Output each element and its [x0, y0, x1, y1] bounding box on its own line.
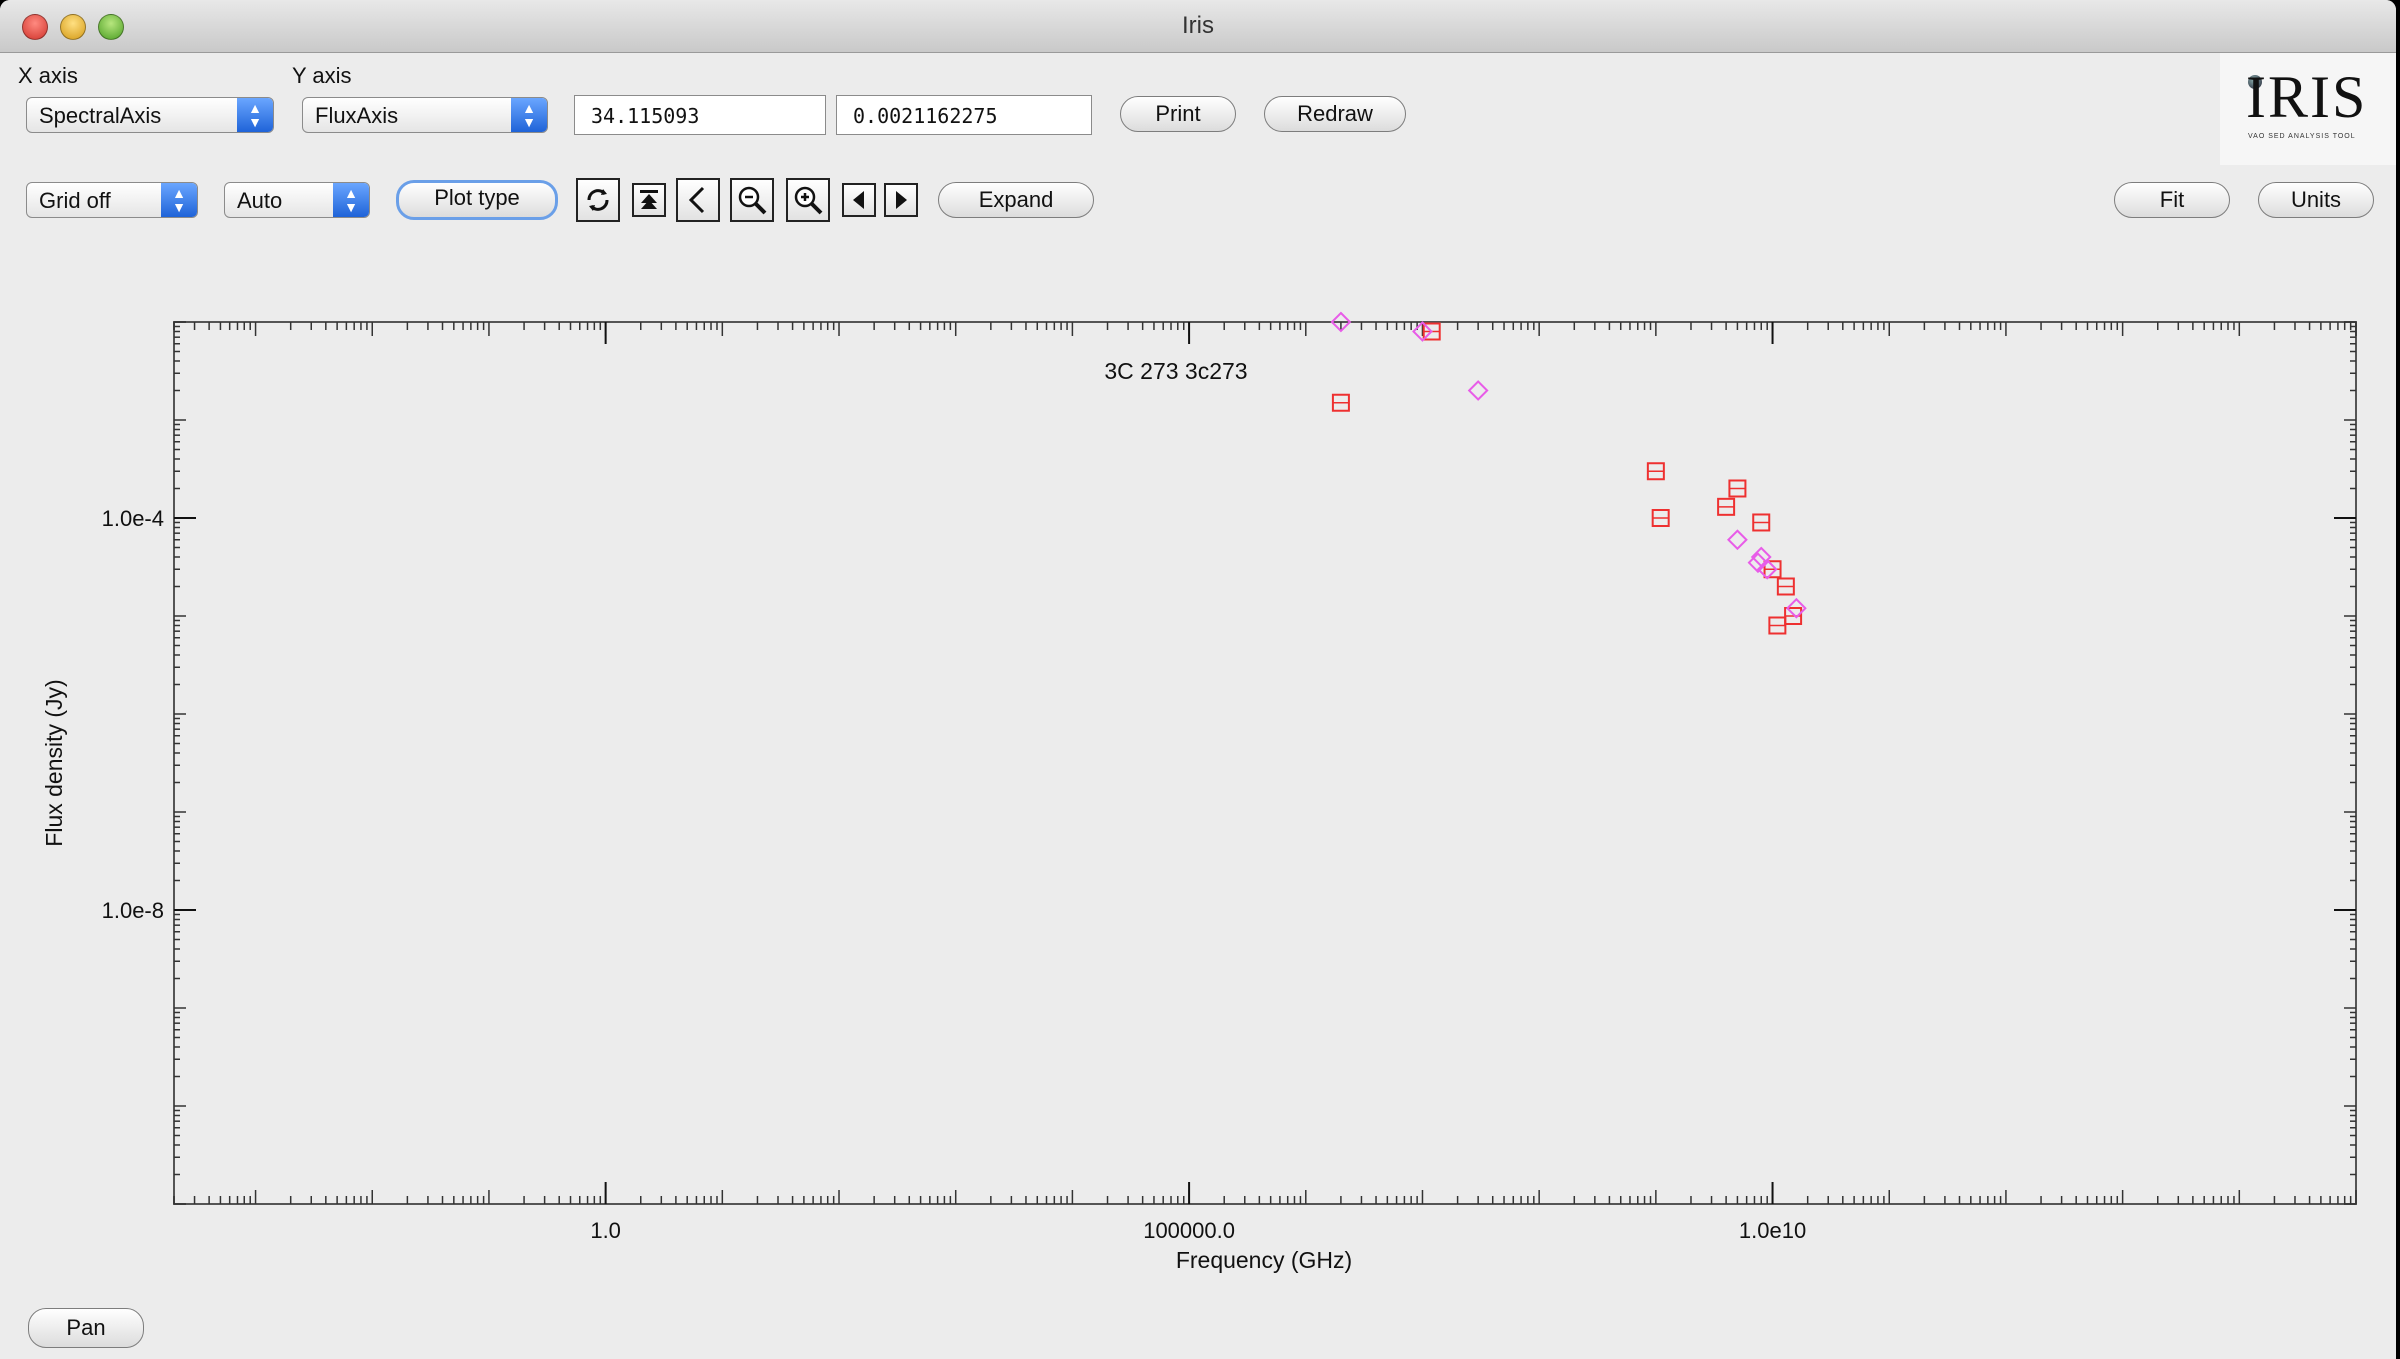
units-button[interactable]: Units — [2258, 182, 2374, 218]
top-icon[interactable] — [632, 183, 666, 217]
data-point-diamond — [1727, 529, 1748, 551]
redraw-button[interactable]: Redraw — [1264, 96, 1406, 132]
x-tick-label: 100000.0 — [1143, 1218, 1235, 1243]
y-axis-select-value: FluxAxis — [315, 103, 399, 128]
data-point-diamond — [1330, 311, 1352, 333]
plot-toolbar: Grid off ▲ ▼ Auto ▲ ▼ Plot type Expand — [0, 166, 2396, 236]
bottom-bar: Pan — [0, 1300, 2396, 1359]
next-icon[interactable] — [884, 183, 918, 217]
x-axis-title: Frequency (GHz) — [1176, 1247, 1352, 1273]
window-title: Iris — [1182, 12, 1214, 39]
iris-logo: IRIS VAO SED ANALYSIS TOOL — [2220, 53, 2396, 165]
refresh-icon[interactable] — [576, 178, 620, 222]
x-axis-label: X axis — [18, 63, 78, 88]
scale-select-value: Auto — [237, 188, 283, 213]
y-axis-select[interactable]: FluxAxis ▲ ▼ — [302, 97, 548, 133]
logo-subtitle: VAO SED ANALYSIS TOOL — [2248, 133, 2356, 140]
title-bar: Iris — [0, 0, 2396, 53]
x-tick-label: 1.0 — [590, 1218, 621, 1243]
y-tick-label: 1.0e-8 — [102, 898, 164, 923]
print-button[interactable]: Print — [1120, 96, 1236, 132]
data-point-diamond — [1756, 558, 1778, 580]
select-arrows-icon: ▲ ▼ — [237, 98, 273, 132]
close-window-button[interactable] — [22, 14, 48, 40]
zoom-out-icon[interactable] — [730, 178, 774, 222]
data-point-diamond — [1747, 552, 1769, 574]
x-axis-select[interactable]: SpectralAxis ▲ ▼ — [26, 97, 274, 133]
expand-button[interactable]: Expand — [938, 182, 1094, 218]
select-arrows-icon: ▲ ▼ — [511, 98, 547, 132]
fit-button[interactable]: Fit — [2114, 182, 2230, 218]
chart-title: 3C 273 3c273 — [1104, 358, 1247, 384]
scale-select[interactable]: Auto ▲ ▼ — [224, 182, 370, 218]
data-point-diamond — [1412, 321, 1433, 342]
select-arrows-icon: ▲ ▼ — [161, 183, 197, 217]
pan-button[interactable]: Pan — [28, 1308, 144, 1348]
x-axis-select-value: SpectralAxis — [39, 103, 162, 128]
x-coordinate-field[interactable]: 34.115093 — [574, 95, 826, 135]
plot-type-button[interactable]: Plot type — [396, 180, 558, 220]
back-icon[interactable] — [676, 178, 720, 222]
data-point-diamond — [1467, 380, 1489, 401]
y-coordinate-field[interactable]: 0.0021162275 — [836, 95, 1092, 135]
minimize-window-button[interactable] — [60, 14, 86, 40]
zoom-window-button[interactable] — [98, 14, 124, 40]
top-toolbar: X axis Y axis SpectralAxis ▲ ▼ FluxAxis ▲… — [0, 53, 2396, 165]
plot-background — [0, 236, 2396, 1300]
grid-select[interactable]: Grid off ▲ ▼ — [26, 182, 198, 218]
prev-icon[interactable] — [842, 183, 876, 217]
data-point-diamond — [1785, 597, 1807, 619]
logo-text: IRIS — [2246, 64, 2368, 130]
grid-select-value: Grid off — [39, 188, 111, 213]
y-axis-title: Flux density (Jy) — [41, 679, 67, 846]
y-axis-label: Y axis — [292, 63, 352, 88]
x-tick-label: 1.0e10 — [1739, 1218, 1806, 1243]
select-arrows-icon: ▲ ▼ — [333, 183, 369, 217]
plot-frame — [173, 321, 2357, 1205]
y-tick-label: 1.0e-4 — [102, 506, 164, 531]
zoom-in-icon[interactable] — [786, 178, 830, 222]
logo-globe-icon — [2248, 75, 2262, 89]
